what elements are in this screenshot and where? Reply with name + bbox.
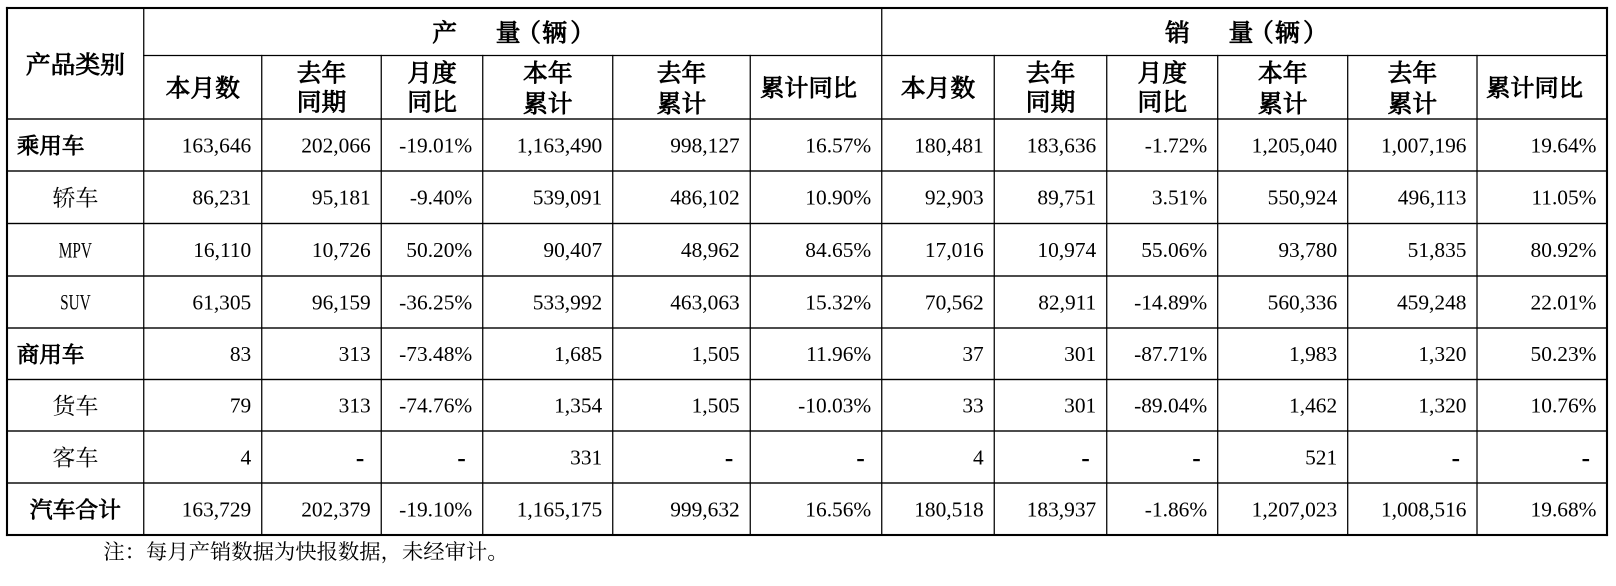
svg-text:-73.48%: -73.48% (399, 342, 472, 366)
svg-text:SUV: SUV (60, 291, 91, 316)
svg-text:202,379: 202,379 (301, 497, 371, 521)
svg-text:486,102: 486,102 (670, 186, 740, 210)
svg-text:93,780: 93,780 (1278, 238, 1337, 262)
svg-text:-9.40%: -9.40% (410, 186, 473, 210)
svg-text:51,835: 51,835 (1408, 238, 1467, 262)
svg-text:163,646: 163,646 (182, 133, 252, 157)
svg-text:11.96%: 11.96% (806, 342, 871, 366)
svg-text:61,305: 61,305 (192, 290, 251, 314)
svg-text:1,462: 1,462 (1289, 394, 1337, 418)
svg-text:463,063: 463,063 (670, 290, 740, 314)
svg-text:180,518: 180,518 (914, 497, 984, 521)
svg-text:50.20%: 50.20% (406, 238, 472, 262)
svg-text:496,113: 496,113 (1398, 186, 1467, 210)
svg-text:82,911: 82,911 (1038, 290, 1096, 314)
svg-text:10.76%: 10.76% (1531, 394, 1597, 418)
svg-text:70,562: 70,562 (925, 290, 984, 314)
svg-text:560,336: 560,336 (1268, 290, 1338, 314)
svg-text:80.92%: 80.92% (1531, 238, 1597, 262)
svg-text:33: 33 (962, 394, 983, 418)
svg-text:459,248: 459,248 (1397, 290, 1467, 314)
svg-text:48,962: 48,962 (681, 238, 740, 262)
svg-text:10,726: 10,726 (312, 238, 371, 262)
svg-text:-74.76%: -74.76% (399, 394, 472, 418)
svg-text:95,181: 95,181 (312, 186, 371, 210)
svg-text:55.06%: 55.06% (1141, 238, 1207, 262)
svg-text:1,685: 1,685 (554, 342, 602, 366)
svg-text:183,937: 183,937 (1027, 497, 1097, 521)
svg-text:11.05%: 11.05% (1531, 186, 1596, 210)
svg-text:-36.25%: -36.25% (399, 290, 472, 314)
svg-text:10.90%: 10.90% (805, 186, 871, 210)
svg-text:84.65%: 84.65% (805, 238, 871, 262)
svg-text:19.68%: 19.68% (1531, 497, 1597, 521)
svg-text:-89.04%: -89.04% (1134, 394, 1207, 418)
svg-text:79: 79 (230, 394, 251, 418)
svg-text:3.51%: 3.51% (1152, 186, 1207, 210)
svg-text:37: 37 (962, 342, 984, 366)
svg-text:180,481: 180,481 (914, 133, 984, 157)
svg-text:1,008,516: 1,008,516 (1381, 497, 1467, 521)
svg-text:-10.03%: -10.03% (798, 394, 871, 418)
svg-text:1,165,175: 1,165,175 (517, 497, 603, 521)
svg-text:22.01%: 22.01% (1531, 290, 1597, 314)
svg-text:15.32%: 15.32% (805, 290, 871, 314)
svg-text:1,354: 1,354 (554, 394, 602, 418)
svg-text:163,729: 163,729 (182, 497, 252, 521)
svg-text:533,992: 533,992 (533, 290, 603, 314)
svg-text:-19.10%: -19.10% (399, 497, 472, 521)
svg-text:-14.89%: -14.89% (1134, 290, 1207, 314)
svg-text:83: 83 (230, 342, 251, 366)
svg-text:1,207,023: 1,207,023 (1252, 497, 1338, 521)
svg-text:4: 4 (241, 445, 252, 469)
svg-text:1,163,490: 1,163,490 (517, 133, 603, 157)
svg-text:86,231: 86,231 (192, 186, 251, 210)
svg-text:16.57%: 16.57% (805, 133, 871, 157)
svg-text:19.64%: 19.64% (1531, 133, 1597, 157)
svg-text:521: 521 (1305, 445, 1337, 469)
svg-text:550,924: 550,924 (1268, 186, 1338, 210)
svg-text:331: 331 (570, 445, 602, 469)
svg-text:17,016: 17,016 (925, 238, 984, 262)
svg-text:96,159: 96,159 (312, 290, 371, 314)
svg-text:1,505: 1,505 (692, 342, 740, 366)
svg-text:90,407: 90,407 (543, 238, 602, 262)
svg-text:301: 301 (1064, 342, 1096, 366)
svg-text:1,320: 1,320 (1418, 342, 1466, 366)
svg-text:1,505: 1,505 (692, 394, 740, 418)
svg-text:16,110: 16,110 (193, 238, 251, 262)
svg-text:-87.71%: -87.71% (1134, 342, 1207, 366)
svg-text:301: 301 (1064, 394, 1096, 418)
svg-text:-19.01%: -19.01% (399, 133, 472, 157)
svg-text:4: 4 (973, 445, 984, 469)
svg-text:92,903: 92,903 (925, 186, 984, 210)
svg-text:313: 313 (339, 394, 371, 418)
svg-text:998,127: 998,127 (670, 133, 740, 157)
svg-text:10,974: 10,974 (1037, 238, 1096, 262)
svg-text:1,320: 1,320 (1418, 394, 1466, 418)
svg-text:-1.86%: -1.86% (1145, 497, 1208, 521)
svg-text:89,751: 89,751 (1037, 186, 1096, 210)
svg-text:-1.72%: -1.72% (1145, 133, 1208, 157)
svg-text:539,091: 539,091 (533, 186, 603, 210)
svg-text:MPV: MPV (59, 239, 92, 264)
svg-text:202,066: 202,066 (301, 133, 371, 157)
svg-text:1,983: 1,983 (1289, 342, 1337, 366)
svg-text:313: 313 (339, 342, 371, 366)
svg-text:999,632: 999,632 (670, 497, 740, 521)
svg-text:1,205,040: 1,205,040 (1252, 133, 1338, 157)
svg-text:1,007,196: 1,007,196 (1381, 133, 1467, 157)
svg-text:183,636: 183,636 (1027, 133, 1097, 157)
svg-text:16.56%: 16.56% (805, 497, 871, 521)
svg-text:50.23%: 50.23% (1531, 342, 1597, 366)
